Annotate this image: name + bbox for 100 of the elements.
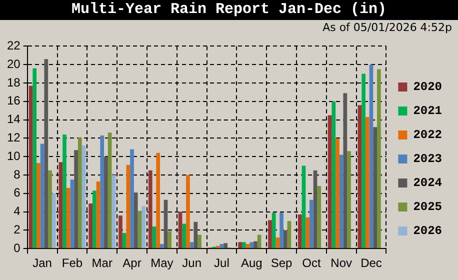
bar (198, 234, 202, 248)
x-tick-label: Jul (214, 256, 230, 270)
bar (369, 64, 374, 248)
bar (178, 212, 182, 248)
y-tick-label: 4 (14, 204, 21, 218)
bar (96, 181, 100, 248)
x-tick-label: Oct (302, 256, 322, 270)
bar (88, 204, 92, 248)
x-tick-label: May (150, 256, 174, 270)
bar (224, 243, 228, 248)
bar (328, 115, 332, 248)
bar (66, 188, 70, 248)
y-tick-label: 22 (6, 38, 21, 53)
bar (74, 150, 78, 248)
y-tick-label: 20 (6, 56, 21, 71)
bar (347, 151, 351, 248)
bar (52, 193, 56, 248)
legend-label: 2023 (413, 152, 442, 166)
bar (190, 242, 194, 248)
bar (28, 86, 33, 248)
y-tick-label: 8 (14, 167, 21, 182)
bar (339, 154, 344, 248)
bar (108, 132, 112, 248)
legend-label: 2026 (413, 224, 442, 238)
y-tick-label: 16 (6, 94, 21, 108)
bar (104, 156, 108, 248)
bar (138, 210, 142, 248)
bar (332, 101, 336, 248)
bar (148, 170, 152, 248)
bar (134, 192, 138, 248)
bar (242, 242, 246, 248)
legend-label: 2020 (413, 80, 442, 94)
bar (36, 163, 40, 248)
y-tick-label: 0 (14, 240, 21, 255)
bar (313, 170, 318, 248)
chart-title: Multi-Year Rain Report Jan-Dec (in) (0, 0, 458, 20)
bar (58, 162, 63, 248)
bar (365, 117, 370, 248)
bar (152, 226, 156, 248)
bar (373, 127, 378, 248)
bar (268, 220, 272, 248)
legend-label: 2021 (413, 104, 442, 118)
bar (40, 144, 44, 248)
bar (164, 200, 168, 248)
x-tick-label: Mar (92, 256, 112, 270)
bar (70, 180, 74, 248)
y-tick-label: 14 (6, 112, 21, 126)
bar (287, 221, 292, 248)
y-tick-label: 12 (6, 130, 21, 145)
bar (310, 200, 314, 248)
y-tick-label: 6 (14, 186, 21, 200)
bar (276, 238, 280, 248)
x-tick-label: Apr (122, 256, 142, 270)
bar (142, 206, 146, 248)
y-tick-label: 2 (14, 222, 21, 237)
bar (100, 135, 104, 248)
bar (82, 146, 86, 248)
bar (112, 175, 116, 248)
x-tick-label: Dec (360, 256, 382, 270)
bar (160, 244, 164, 248)
bar (48, 170, 52, 248)
legend-label: 2025 (413, 200, 442, 214)
bar (343, 93, 348, 248)
bar (168, 231, 172, 248)
bar (283, 230, 288, 248)
y-tick-label: 10 (6, 148, 21, 163)
bar (122, 232, 126, 248)
y-tick-label: 18 (6, 75, 21, 90)
legend-label: 2022 (413, 128, 442, 142)
bar (336, 138, 340, 248)
bar (130, 149, 134, 248)
bar (92, 190, 96, 248)
bar (280, 212, 284, 248)
bar (377, 69, 381, 248)
chart-subtitle: As of 05/01/2026 4:52p (322, 20, 453, 36)
bar (182, 224, 186, 248)
x-tick-label: Jan (32, 256, 52, 270)
bar (250, 242, 254, 248)
bar (186, 175, 190, 248)
x-tick-label: Nov (330, 256, 352, 270)
bar (238, 242, 242, 248)
bar (126, 164, 130, 248)
bar (32, 68, 37, 248)
bar (362, 74, 366, 248)
bar (302, 166, 306, 248)
bar (306, 217, 310, 248)
x-tick-label: Aug (240, 256, 262, 270)
x-tick-label: Sep (270, 256, 293, 270)
bar (298, 214, 302, 248)
x-tick-label: Jun (182, 256, 202, 270)
bar (216, 246, 220, 248)
x-tick-label: Feb (62, 256, 83, 270)
bar (254, 241, 258, 248)
legend-label: 2024 (413, 176, 442, 190)
bar (194, 222, 198, 248)
bar (62, 134, 66, 248)
bar (358, 105, 362, 248)
bar (44, 59, 48, 248)
bar (156, 152, 160, 248)
bar (317, 186, 322, 248)
